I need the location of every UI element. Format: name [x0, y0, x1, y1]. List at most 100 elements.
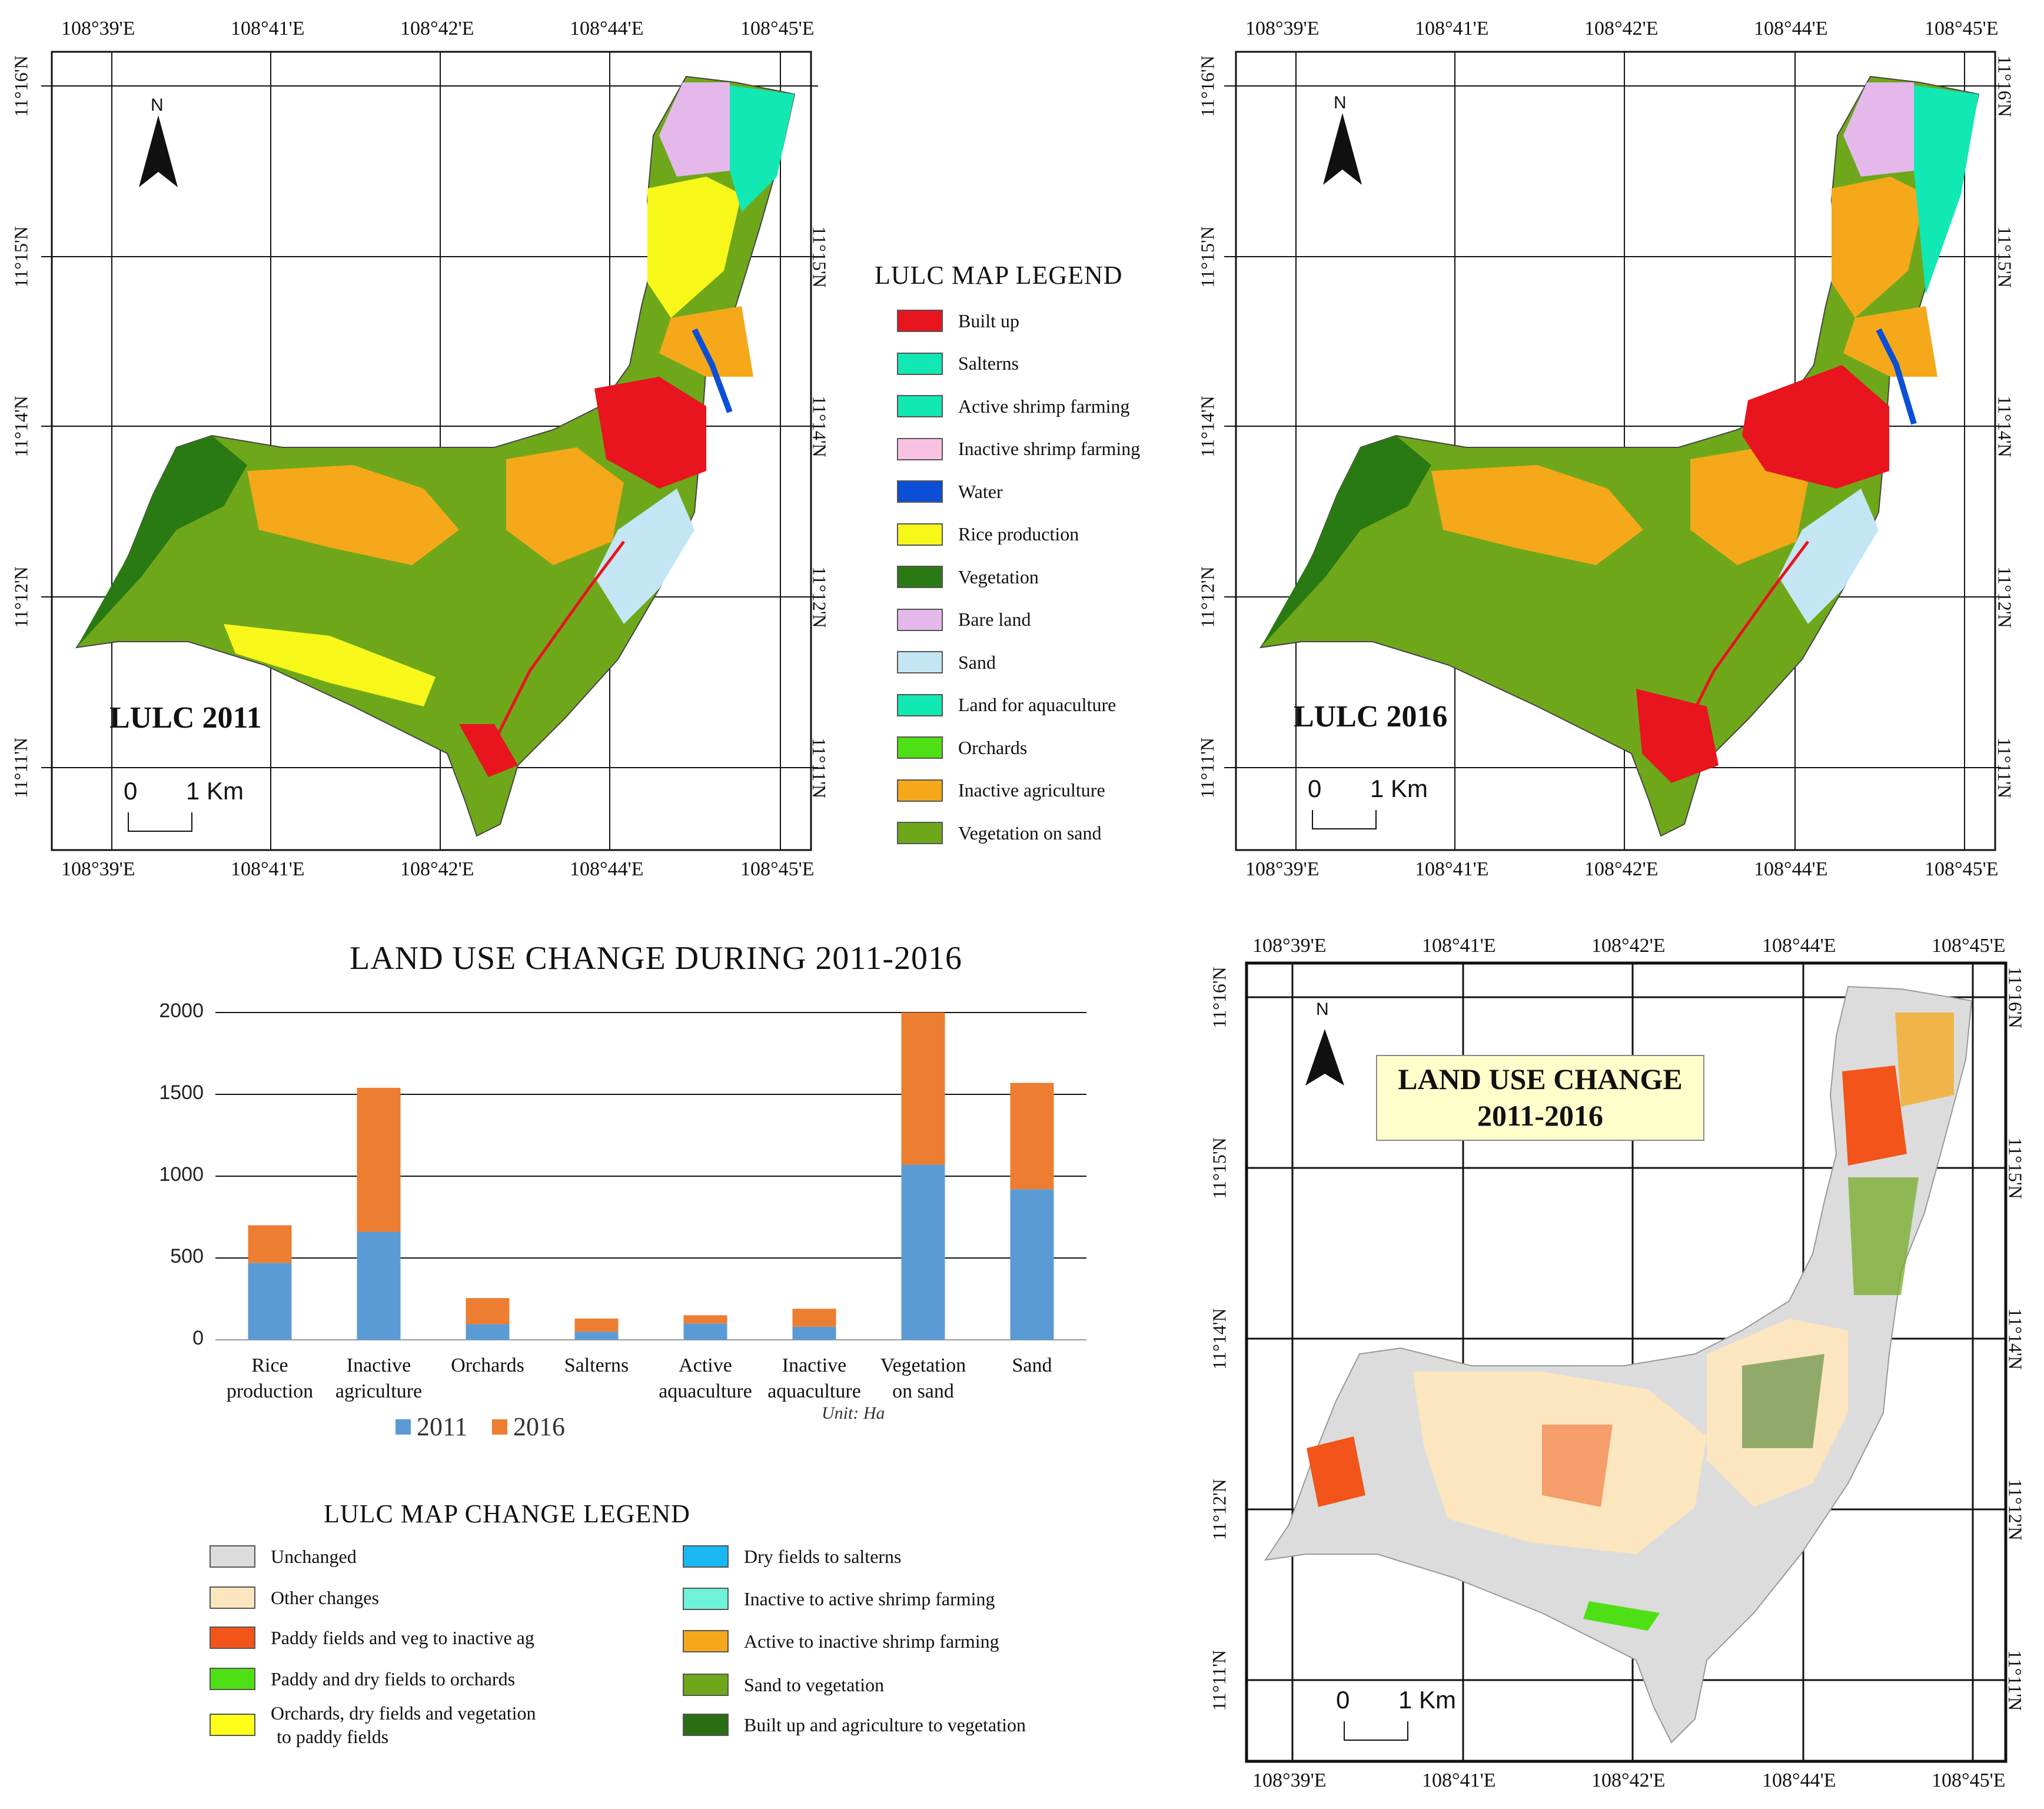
legend-label: Built up	[958, 310, 1020, 331]
lat-label: 11°16'N	[1197, 55, 1218, 117]
legend-swatch	[683, 1545, 729, 1568]
scale-bar-icon	[128, 812, 192, 832]
chart-plot	[215, 1012, 1086, 1340]
scale-km: 1 Km	[186, 777, 244, 805]
lat-label: 11°12'N	[1197, 566, 1218, 628]
x-tick-label: Salterns	[538, 1353, 656, 1405]
lulc-legend-item: Orchards	[897, 736, 1027, 759]
lon-label: 108°41'E	[231, 18, 305, 39]
bar-2011	[248, 1263, 292, 1340]
lat-label: 11°14'N	[1208, 1308, 1230, 1370]
lat-label: 11°12'N	[1994, 566, 2016, 628]
legend-label: Inactive shrimp farming	[958, 438, 1141, 459]
lulc-legend-item: Active shrimp farming	[897, 395, 1129, 417]
change-title-line2: 2011-2016	[1477, 1099, 1603, 1132]
lulc-legend-item: Bare land	[897, 608, 1031, 631]
lat-label: 11°14'N	[1994, 396, 2016, 457]
legend-label-2011: 2011	[417, 1412, 468, 1441]
lat-label: 11°11'N	[1208, 1649, 1230, 1711]
lon-label: 108°44'E	[1754, 858, 1828, 880]
change-legend-item: Orchards, dry fields and vegetation to pa…	[210, 1701, 536, 1748]
lat-label: 11°11'N	[1994, 737, 2016, 799]
y-tick-label: 500	[170, 1245, 204, 1267]
legend-swatch	[683, 1714, 729, 1736]
legend-label: Paddy and dry fields to orchards	[271, 1668, 516, 1689]
lat-label: 11°15'N	[1994, 226, 2016, 288]
north-arrow-icon	[1323, 113, 1362, 185]
lat-label: 11°11'N	[2005, 1649, 2026, 1711]
legend-label-line1: Orchards, dry fields and vegetation	[271, 1702, 536, 1724]
legend-swatch	[897, 566, 943, 588]
bar-2016	[357, 1087, 401, 1232]
lulc-legend-item: Salterns	[897, 352, 1019, 375]
legend-swatch	[210, 1714, 255, 1736]
lulc-legend-item: Inactive shrimp farming	[897, 437, 1141, 460]
x-tick-label: Active aquaculture	[647, 1353, 765, 1405]
bar-2016	[466, 1298, 510, 1325]
legend-swatch-2011	[395, 1419, 411, 1435]
x-tick-label: Inactive aquaculture	[756, 1353, 873, 1405]
x-tick-label-line: Orchards	[451, 1355, 524, 1376]
lon-label: 108°45'E	[1932, 1770, 2006, 1791]
legend-swatch	[897, 822, 943, 844]
legend-label: Vegetation on sand	[958, 822, 1102, 844]
legend-label: Inactive agriculture	[958, 779, 1105, 801]
legend-swatch-2016	[492, 1419, 507, 1435]
legend-swatch	[210, 1627, 255, 1649]
change-legend-item: Sand to vegetation	[683, 1673, 884, 1697]
x-tick-label-line: aquaculture	[767, 1380, 861, 1402]
x-tick-label-line: Active	[679, 1355, 732, 1376]
change-legend-item: Other changes	[210, 1586, 379, 1609]
bar-2016	[1010, 1083, 1054, 1190]
lat-label: 11°12'N	[1208, 1479, 1230, 1541]
legend-label: Active shrimp farming	[958, 395, 1130, 417]
chart-legend-2016: 2016	[492, 1412, 565, 1442]
legend-swatch	[897, 693, 943, 716]
bar-2016	[574, 1318, 619, 1332]
chart-title: LAND USE CHANGE DURING 2011-2016	[350, 940, 962, 977]
lat-label: 11°14'N	[1197, 396, 1218, 457]
lon-label: 108°42'E	[1584, 858, 1659, 880]
y-tick-label: 0	[192, 1327, 204, 1349]
scale-zero: 0	[1336, 1686, 1350, 1714]
x-tick-label: Orchards	[429, 1353, 547, 1405]
lat-label: 11°11'N	[1197, 737, 1218, 799]
legend-label: Salterns	[958, 353, 1019, 374]
bar-2011	[574, 1332, 619, 1340]
bar-2011	[901, 1164, 945, 1340]
lulc-legend-item: Inactive agriculture	[897, 779, 1105, 802]
legend-swatch	[897, 736, 943, 759]
north-label: N	[151, 95, 164, 115]
lon-label: 108°45'E	[1925, 18, 1999, 39]
bar-2011	[466, 1324, 510, 1340]
bar-2011	[792, 1326, 836, 1340]
change-legend-item: Dry fields to salterns	[683, 1545, 902, 1568]
lon-label: 108°39'E	[1245, 18, 1320, 39]
legend-swatch	[897, 779, 943, 802]
legend-swatch	[210, 1545, 255, 1568]
legend-swatch	[897, 352, 943, 375]
bar-2011	[1010, 1189, 1054, 1340]
scale-bar-icon	[1312, 810, 1377, 829]
north-arrow-icon	[139, 115, 178, 187]
lat-label: 11°15'N	[2005, 1137, 2026, 1199]
lon-label: 108°41'E	[1422, 1770, 1496, 1791]
lon-label: 108°45'E	[740, 18, 815, 39]
change-legend-item: Unchanged	[210, 1545, 357, 1568]
legend-swatch	[897, 437, 943, 460]
legend-label-2016: 2016	[513, 1412, 565, 1441]
lon-label: 108°39'E	[1252, 1770, 1327, 1791]
change-map-title: LAND USE CHANGE 2011-2016	[1376, 1055, 1704, 1141]
lat-label: 11°15'N	[1208, 1137, 1230, 1199]
lulc-legend-item: Land for aquaculture	[897, 693, 1116, 716]
change-legend-item: Paddy fields and veg to inactive ag	[210, 1626, 534, 1649]
lon-label: 108°42'E	[400, 18, 474, 39]
legend-swatch	[897, 395, 943, 417]
legend-label: Other changes	[271, 1587, 379, 1608]
x-tick-label: Rice production	[211, 1353, 329, 1405]
legend-swatch	[210, 1586, 255, 1609]
y-tick-label: 1500	[159, 1081, 204, 1104]
chart-legend-2011: 2011	[395, 1412, 467, 1442]
y-tick-label: 2000	[159, 1000, 204, 1022]
lulc-legend-item: Vegetation	[897, 566, 1039, 588]
